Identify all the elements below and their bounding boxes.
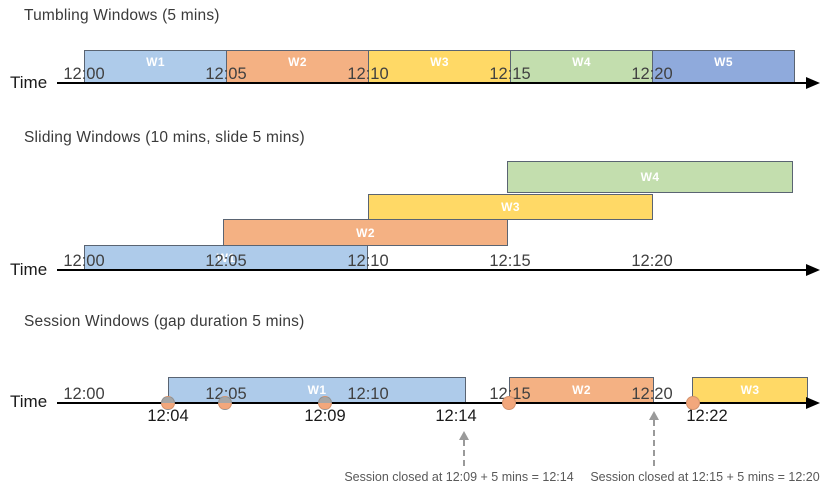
tick-label: 12:20 — [631, 385, 673, 403]
tick-label: 12:05 — [205, 385, 247, 403]
tick-label: 12:10 — [347, 385, 389, 403]
tick-label: 12:15 — [489, 385, 531, 403]
window-label: W1 — [216, 251, 236, 265]
tick-label: 12:05 — [205, 65, 247, 83]
event-dot — [161, 396, 175, 410]
dashed-arrow-shaft — [653, 420, 655, 466]
event-time-label: 12:22 — [686, 407, 728, 425]
dashed-arrow-shaft — [463, 440, 465, 466]
tick-label: 12:15 — [489, 65, 531, 83]
window-label: W4 — [640, 170, 660, 184]
section-title-sliding: Sliding Windows (10 mins, slide 5 mins) — [24, 129, 305, 146]
window-label: W2 — [288, 54, 307, 69]
event-dot — [218, 396, 232, 410]
axis-arrowhead-icon — [806, 397, 820, 409]
section-title-session: Session Windows (gap duration 5 mins) — [24, 313, 305, 330]
time-axis-label: Time — [10, 392, 48, 411]
event-dot — [686, 396, 700, 410]
tumbling-window-w1: W1 — [84, 50, 227, 83]
time-axis-line — [57, 82, 808, 84]
dashed-arrow-up-icon — [459, 431, 469, 440]
axis-arrowhead-icon — [806, 77, 820, 89]
tick-label: 12:00 — [63, 385, 105, 403]
tick-label: 12:05 — [205, 252, 247, 270]
sliding-window-w1: W1 — [84, 245, 368, 271]
annotation-session-close-1: Session closed at 12:09 + 5 mins = 12:14 — [344, 470, 574, 484]
event-dot — [502, 396, 516, 410]
dashed-arrow-up-icon — [649, 411, 659, 420]
window-label: W5 — [714, 54, 733, 69]
window-label: W3 — [740, 383, 760, 397]
sliding-window-w4: W4 — [507, 161, 793, 193]
time-axis-label: Time — [10, 73, 48, 92]
event-time-label: 12:04 — [147, 407, 189, 425]
tick-label: 12:00 — [63, 252, 105, 270]
sliding-window-w2: W2 — [223, 219, 508, 246]
tick-label: 12:20 — [631, 252, 673, 270]
time-axis-label: Time — [10, 260, 48, 279]
window-label: W3 — [430, 54, 449, 69]
window-label: W2 — [572, 383, 591, 397]
event-time-label: 12:09 — [304, 407, 346, 425]
session-window-w3: W3 — [692, 377, 808, 403]
tick-label: 12:00 — [63, 65, 105, 83]
tick-label: 12:20 — [631, 65, 673, 83]
tick-label: 12:10 — [347, 252, 389, 270]
window-label: W4 — [572, 54, 591, 69]
tick-label: 12:15 — [489, 252, 531, 270]
tick-label: 12:10 — [347, 65, 389, 83]
window-label: W2 — [356, 225, 375, 240]
axis-arrowhead-icon — [806, 264, 820, 276]
sliding-window-w3: W3 — [368, 194, 653, 220]
time-axis-line — [57, 269, 808, 271]
session-window-w1: W1 — [168, 377, 466, 403]
window-label: W1 — [146, 54, 165, 69]
window-label: W3 — [501, 200, 520, 214]
section-title-tumbling: Tumbling Windows (5 mins) — [24, 7, 220, 24]
window-label: W1 — [307, 383, 327, 397]
annotation-session-close-2: Session closed at 12:15 + 5 mins = 12:20 — [590, 470, 820, 484]
event-dot — [318, 396, 332, 410]
time-axis-line — [57, 402, 808, 404]
event-time-label: 12:14 — [435, 407, 477, 425]
tumbling-window-w3: W3 — [368, 50, 511, 83]
tumbling-window-w5: W5 — [652, 50, 795, 83]
